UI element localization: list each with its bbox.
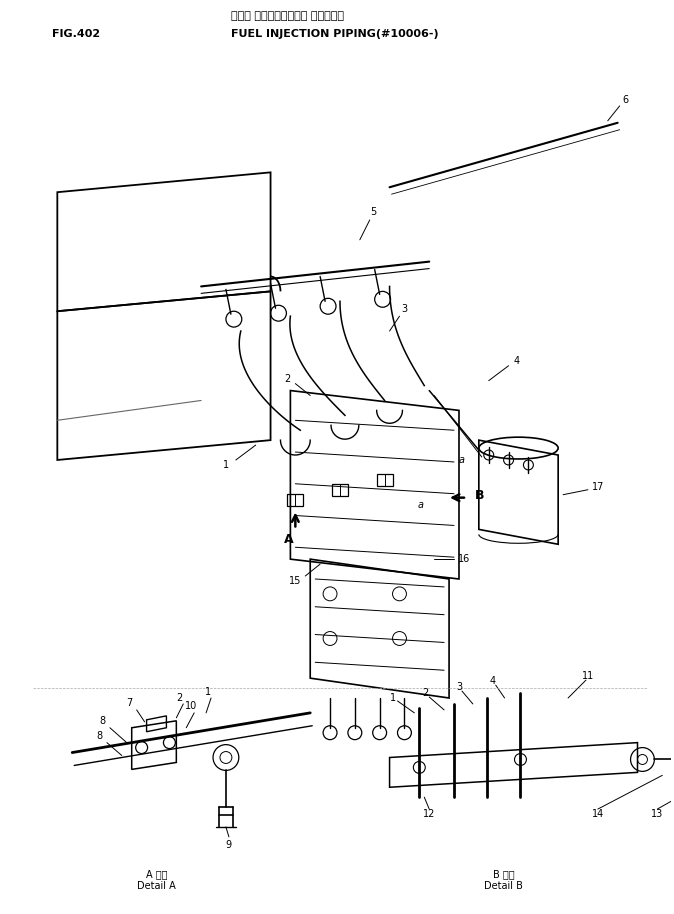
Text: FUEL INJECTION PIPING(#10006-): FUEL INJECTION PIPING(#10006-) (231, 28, 439, 38)
Text: 3: 3 (456, 682, 462, 692)
Text: 14: 14 (592, 809, 604, 819)
Text: 2: 2 (176, 693, 183, 703)
Text: a: a (417, 500, 423, 510)
Text: B 詳細: B 詳細 (493, 869, 514, 879)
Text: 4: 4 (514, 356, 520, 366)
Text: 10: 10 (185, 701, 197, 711)
Text: 1: 1 (205, 687, 211, 697)
Text: 7: 7 (127, 698, 133, 708)
Text: フェル インジェクション パイピング: フェル インジェクション パイピング (231, 11, 344, 21)
Text: 3: 3 (402, 304, 408, 314)
Text: FIG.402: FIG.402 (53, 28, 100, 38)
Text: A: A (284, 533, 293, 546)
Text: 17: 17 (592, 482, 604, 492)
Text: 2: 2 (422, 688, 429, 698)
Text: 4: 4 (489, 676, 496, 686)
Text: 11: 11 (582, 671, 594, 681)
Text: 13: 13 (651, 809, 663, 819)
Text: 15: 15 (289, 576, 301, 586)
Text: Detail A: Detail A (137, 881, 176, 891)
Text: 1: 1 (223, 460, 229, 470)
Text: A 詳細: A 詳細 (146, 869, 167, 879)
Text: 9: 9 (226, 840, 232, 850)
Text: 2: 2 (284, 374, 290, 384)
Text: 12: 12 (423, 809, 435, 819)
Text: 1: 1 (390, 693, 396, 703)
Text: 8: 8 (96, 730, 102, 740)
Text: 5: 5 (371, 207, 377, 217)
Text: a: a (459, 455, 465, 465)
Text: 8: 8 (99, 716, 105, 726)
Text: Detail B: Detail B (484, 881, 523, 891)
Text: 16: 16 (458, 554, 470, 564)
Text: B: B (475, 489, 485, 502)
Text: 6: 6 (623, 95, 629, 105)
